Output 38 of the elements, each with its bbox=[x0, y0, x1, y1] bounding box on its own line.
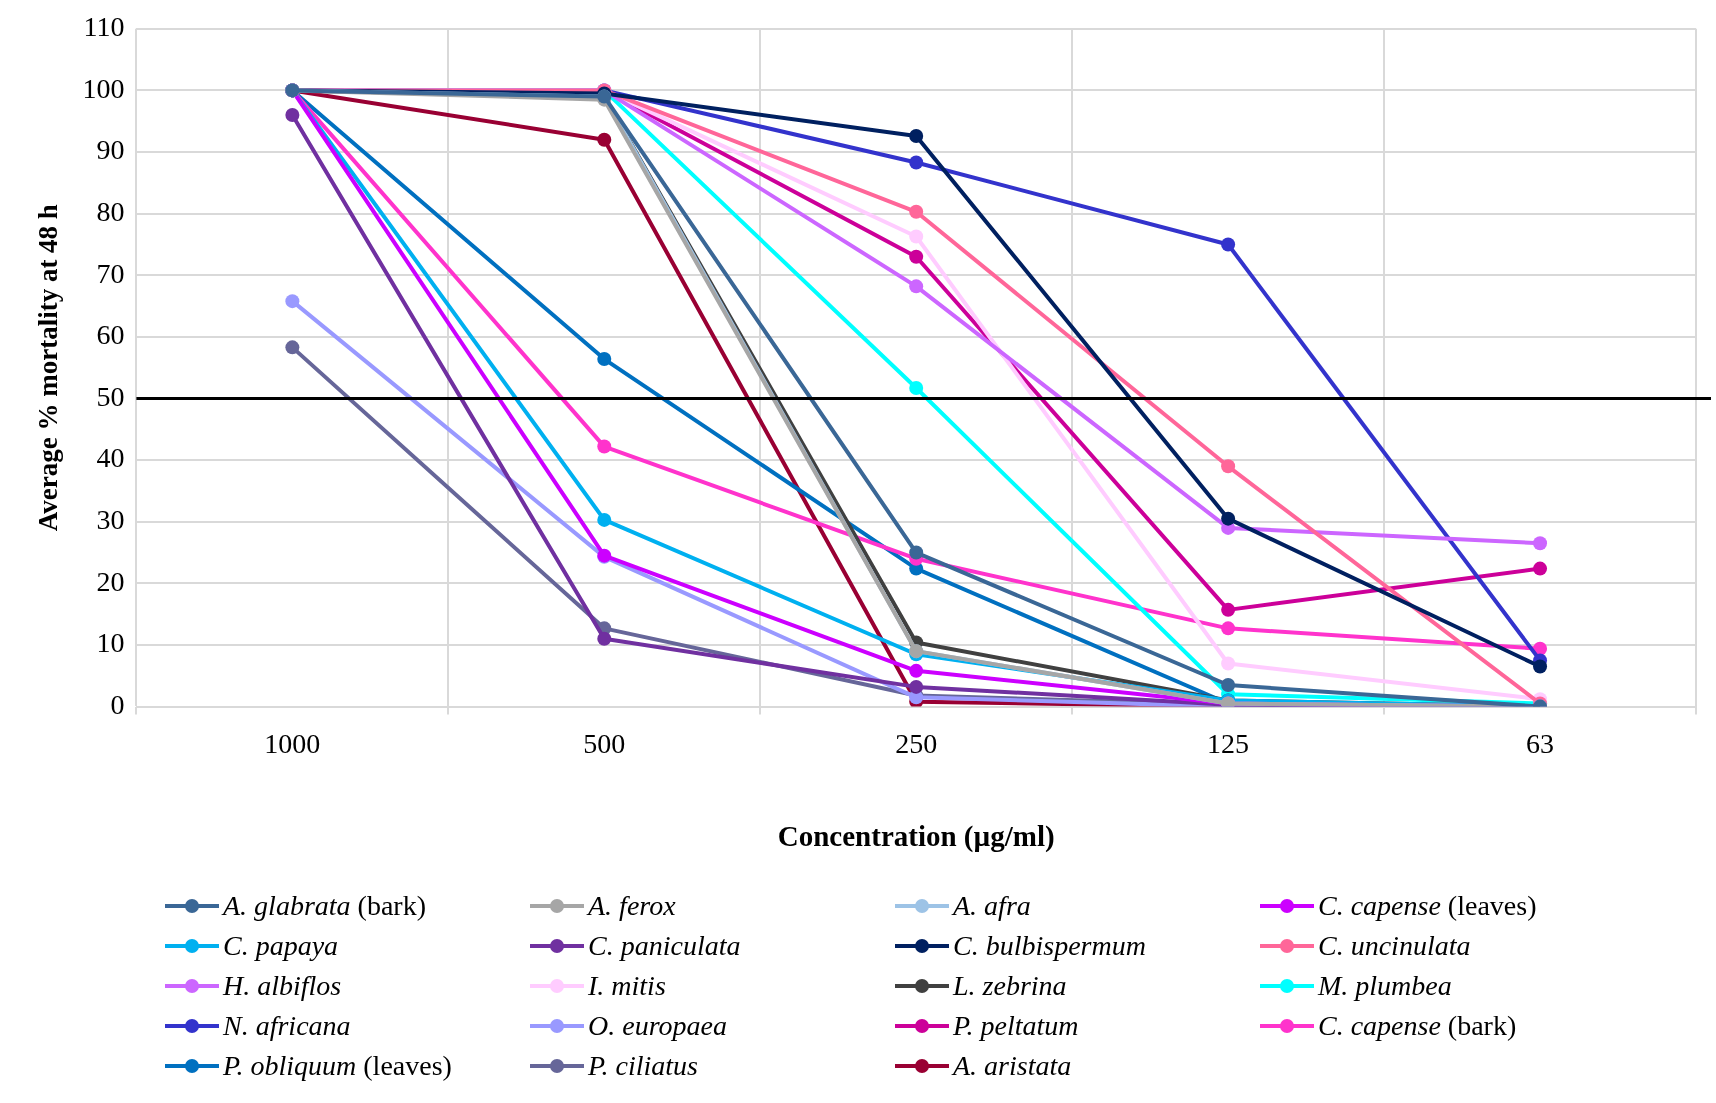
legend-label: M. plumbea bbox=[1318, 970, 1452, 1001]
legend-label: C. capense (bark) bbox=[1318, 1010, 1517, 1042]
legend-label: C. uncinulata bbox=[1318, 930, 1471, 961]
y-tick-label: 40 bbox=[96, 442, 125, 474]
legend-label: P. ciliatus bbox=[588, 1050, 698, 1081]
y-tick-label: 90 bbox=[96, 134, 125, 166]
x-axis-title: Concentration (µg/ml) bbox=[777, 820, 1055, 854]
y-tick-label: 80 bbox=[96, 196, 125, 228]
legend-label: H. albiflos bbox=[223, 970, 342, 1001]
y-tick-label: 30 bbox=[96, 504, 125, 536]
x-tick-label: 1000 bbox=[264, 727, 321, 759]
legend-label: C. paniculata bbox=[588, 930, 741, 961]
legend-label: P. obliquum (leaves) bbox=[223, 1050, 452, 1082]
legend-label: N. africana bbox=[223, 1010, 351, 1041]
legend-label: C. papaya bbox=[223, 930, 339, 961]
y-tick-label: 20 bbox=[96, 565, 125, 597]
legend-label: L. zebrina bbox=[953, 970, 1067, 1001]
x-tick-label: 63 bbox=[1526, 727, 1555, 759]
legend-label: A. aristata bbox=[953, 1050, 1072, 1081]
y-tick-label: 0 bbox=[110, 688, 125, 720]
y-tick-label: 60 bbox=[96, 319, 125, 351]
y-tick-label: 110 bbox=[83, 11, 125, 43]
legend-label: I. mitis bbox=[588, 970, 666, 1001]
y-tick-label: 100 bbox=[82, 72, 125, 104]
legend-label: A. ferox bbox=[588, 890, 676, 921]
legend-label: P. peltatum bbox=[953, 1010, 1079, 1041]
y-tick-label: 70 bbox=[96, 257, 125, 289]
x-tick-label: 125 bbox=[1207, 727, 1250, 759]
y-tick-label: 50 bbox=[96, 380, 125, 412]
legend-label: C. capense (leaves) bbox=[1318, 890, 1537, 922]
legend-label: A. afra bbox=[953, 890, 1031, 921]
legend-label: O. europaea bbox=[588, 1010, 727, 1041]
legend-label: A. glabrata (bark) bbox=[223, 890, 426, 922]
x-tick-label: 250 bbox=[895, 727, 938, 759]
legend-label: C. bulbispermum bbox=[953, 930, 1146, 961]
y-axis-title: Average % mortality at 48 h bbox=[33, 204, 64, 532]
y-tick-label: 10 bbox=[96, 627, 125, 659]
x-tick-label: 500 bbox=[583, 727, 626, 759]
